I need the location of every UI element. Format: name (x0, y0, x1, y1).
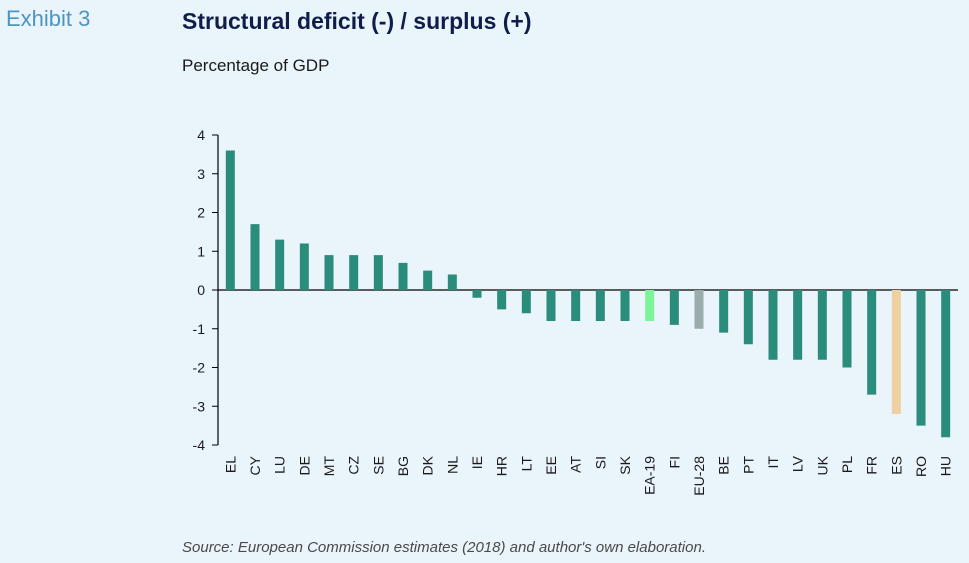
bar-hu (941, 290, 951, 438)
bar-ie (472, 290, 482, 298)
x-category-label: NL (444, 456, 460, 474)
x-category-label: SI (592, 456, 608, 469)
bar-nl (447, 274, 457, 290)
x-category-label: EU-28 (691, 456, 707, 496)
x-category-label: FI (666, 456, 682, 468)
bar-ee (546, 290, 556, 321)
bar-fi (669, 290, 679, 325)
bar-sk (620, 290, 630, 321)
x-category-label: LU (272, 456, 288, 474)
x-category-label: CZ (346, 456, 362, 475)
bar-dk (423, 270, 433, 290)
x-category-label: BE (716, 456, 732, 475)
x-category-label: MT (321, 456, 337, 477)
bar-eu-28 (694, 290, 704, 329)
bar-de (299, 243, 309, 290)
bar-lv (793, 290, 803, 360)
bar-lt (521, 290, 531, 314)
bar-pl (842, 290, 852, 368)
x-category-label: ES (888, 456, 904, 475)
chart-subtitle: Percentage of GDP (182, 56, 330, 75)
x-category-label: EL (222, 456, 238, 473)
x-category-label: PT (740, 456, 756, 474)
bar-fr (867, 290, 877, 395)
bar-lu (275, 239, 285, 290)
x-category-label: CY (247, 455, 263, 475)
y-tick-label: -3 (193, 398, 206, 414)
bar-se (373, 255, 383, 290)
bar-el (225, 150, 235, 290)
x-category-label: EE (543, 456, 559, 475)
x-category-label: DK (420, 455, 436, 475)
y-tick-label: 3 (197, 166, 205, 182)
x-category-label: UK (814, 455, 830, 475)
y-tick-label: 2 (197, 205, 205, 221)
y-tick-label: 4 (197, 127, 205, 143)
bar-pt (743, 290, 753, 345)
x-category-label: HU (938, 456, 954, 476)
bar-es (891, 290, 901, 414)
bar-cy (250, 224, 260, 290)
x-category-label: EA-19 (642, 456, 658, 495)
bar-uk (817, 290, 827, 360)
x-category-label: FR (864, 456, 880, 475)
x-category-label: DE (296, 456, 312, 475)
x-category-label: HR (494, 456, 510, 476)
bar-ro (916, 290, 926, 426)
bar-hr (497, 290, 507, 310)
x-category-label: SE (370, 456, 386, 475)
y-tick-label: -4 (193, 437, 206, 453)
bar-si (595, 290, 605, 321)
x-category-label: IT (765, 456, 781, 469)
x-category-label: SK (617, 455, 633, 474)
x-category-label: LV (790, 455, 806, 472)
bar-mt (324, 255, 334, 290)
x-category-label: IE (469, 456, 485, 469)
x-category-label: RO (913, 456, 929, 477)
x-category-label: LT (518, 456, 534, 472)
y-tick-label: -2 (193, 360, 206, 376)
y-tick-label: -1 (193, 321, 206, 337)
x-category-label: AT (568, 456, 584, 473)
y-tick-label: 1 (197, 243, 205, 259)
y-tick-label: 0 (197, 282, 205, 298)
bar-it (768, 290, 778, 360)
bar-ea-19 (645, 290, 655, 321)
x-category-label: PL (839, 456, 855, 473)
x-category-label: BG (395, 456, 411, 476)
exhibit-label: Exhibit 3 (6, 6, 91, 31)
bar-be (719, 290, 729, 333)
source-note: Source: European Commission estimates (2… (182, 539, 706, 556)
chart-title: Structural deficit (-) / surplus (+) (182, 8, 532, 34)
bar-at (571, 290, 581, 321)
bar-bg (398, 262, 408, 290)
bar-cz (349, 255, 359, 290)
